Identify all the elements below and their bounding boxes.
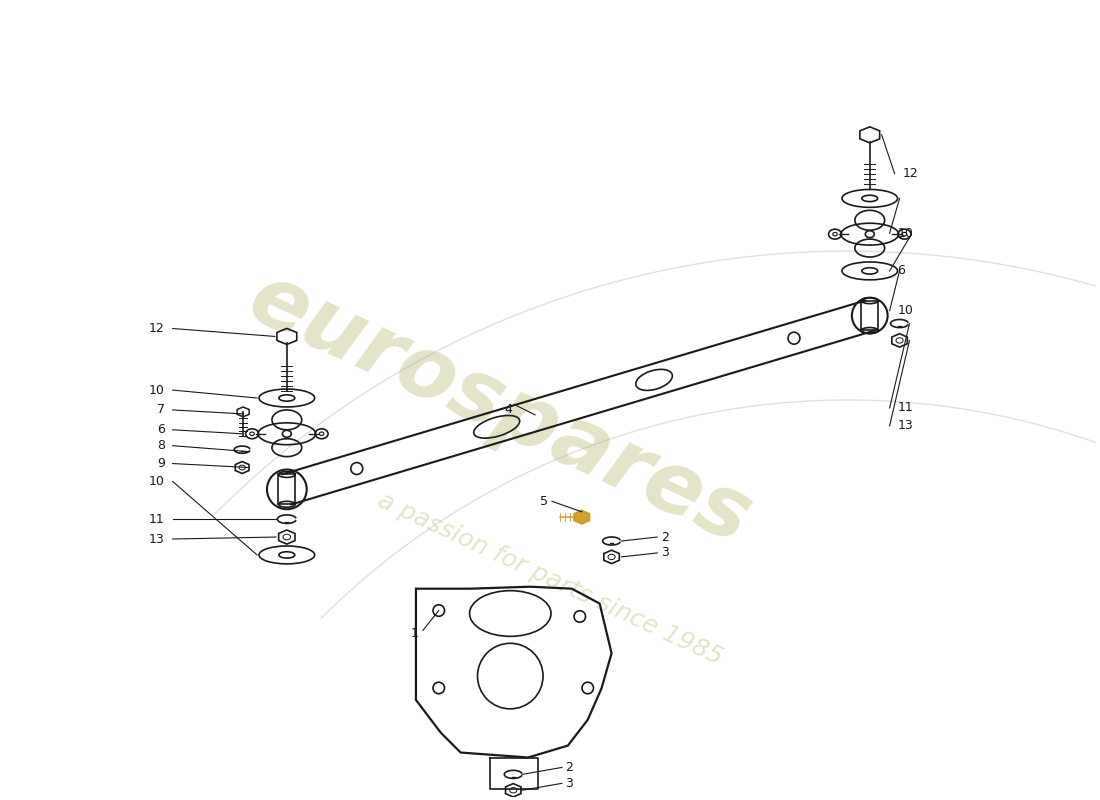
Polygon shape xyxy=(574,510,590,524)
Text: 10: 10 xyxy=(898,304,913,317)
Text: 3: 3 xyxy=(661,546,669,559)
Text: 10: 10 xyxy=(148,475,165,488)
Text: 6: 6 xyxy=(157,423,165,436)
Bar xyxy=(278,474,295,504)
Text: 12: 12 xyxy=(902,167,918,180)
Text: 8: 8 xyxy=(156,439,165,452)
Text: 1: 1 xyxy=(411,627,419,640)
Text: a passion for parts since 1985: a passion for parts since 1985 xyxy=(374,488,726,670)
Text: 11: 11 xyxy=(148,513,165,526)
Bar xyxy=(861,301,878,330)
Text: 9: 9 xyxy=(157,457,165,470)
Text: 3: 3 xyxy=(565,777,573,790)
Text: 2: 2 xyxy=(661,530,669,543)
Text: 7: 7 xyxy=(156,403,165,417)
Text: 2: 2 xyxy=(565,761,573,774)
Text: 13: 13 xyxy=(148,533,165,546)
Text: 10: 10 xyxy=(148,383,165,397)
Text: 13: 13 xyxy=(898,419,913,432)
Text: eurospares: eurospares xyxy=(236,258,764,562)
Text: 10: 10 xyxy=(898,226,913,240)
Text: 5: 5 xyxy=(540,494,548,508)
Text: 6: 6 xyxy=(898,265,905,278)
Text: 11: 11 xyxy=(898,402,913,414)
Text: 4: 4 xyxy=(505,403,513,417)
Text: 12: 12 xyxy=(148,322,165,335)
